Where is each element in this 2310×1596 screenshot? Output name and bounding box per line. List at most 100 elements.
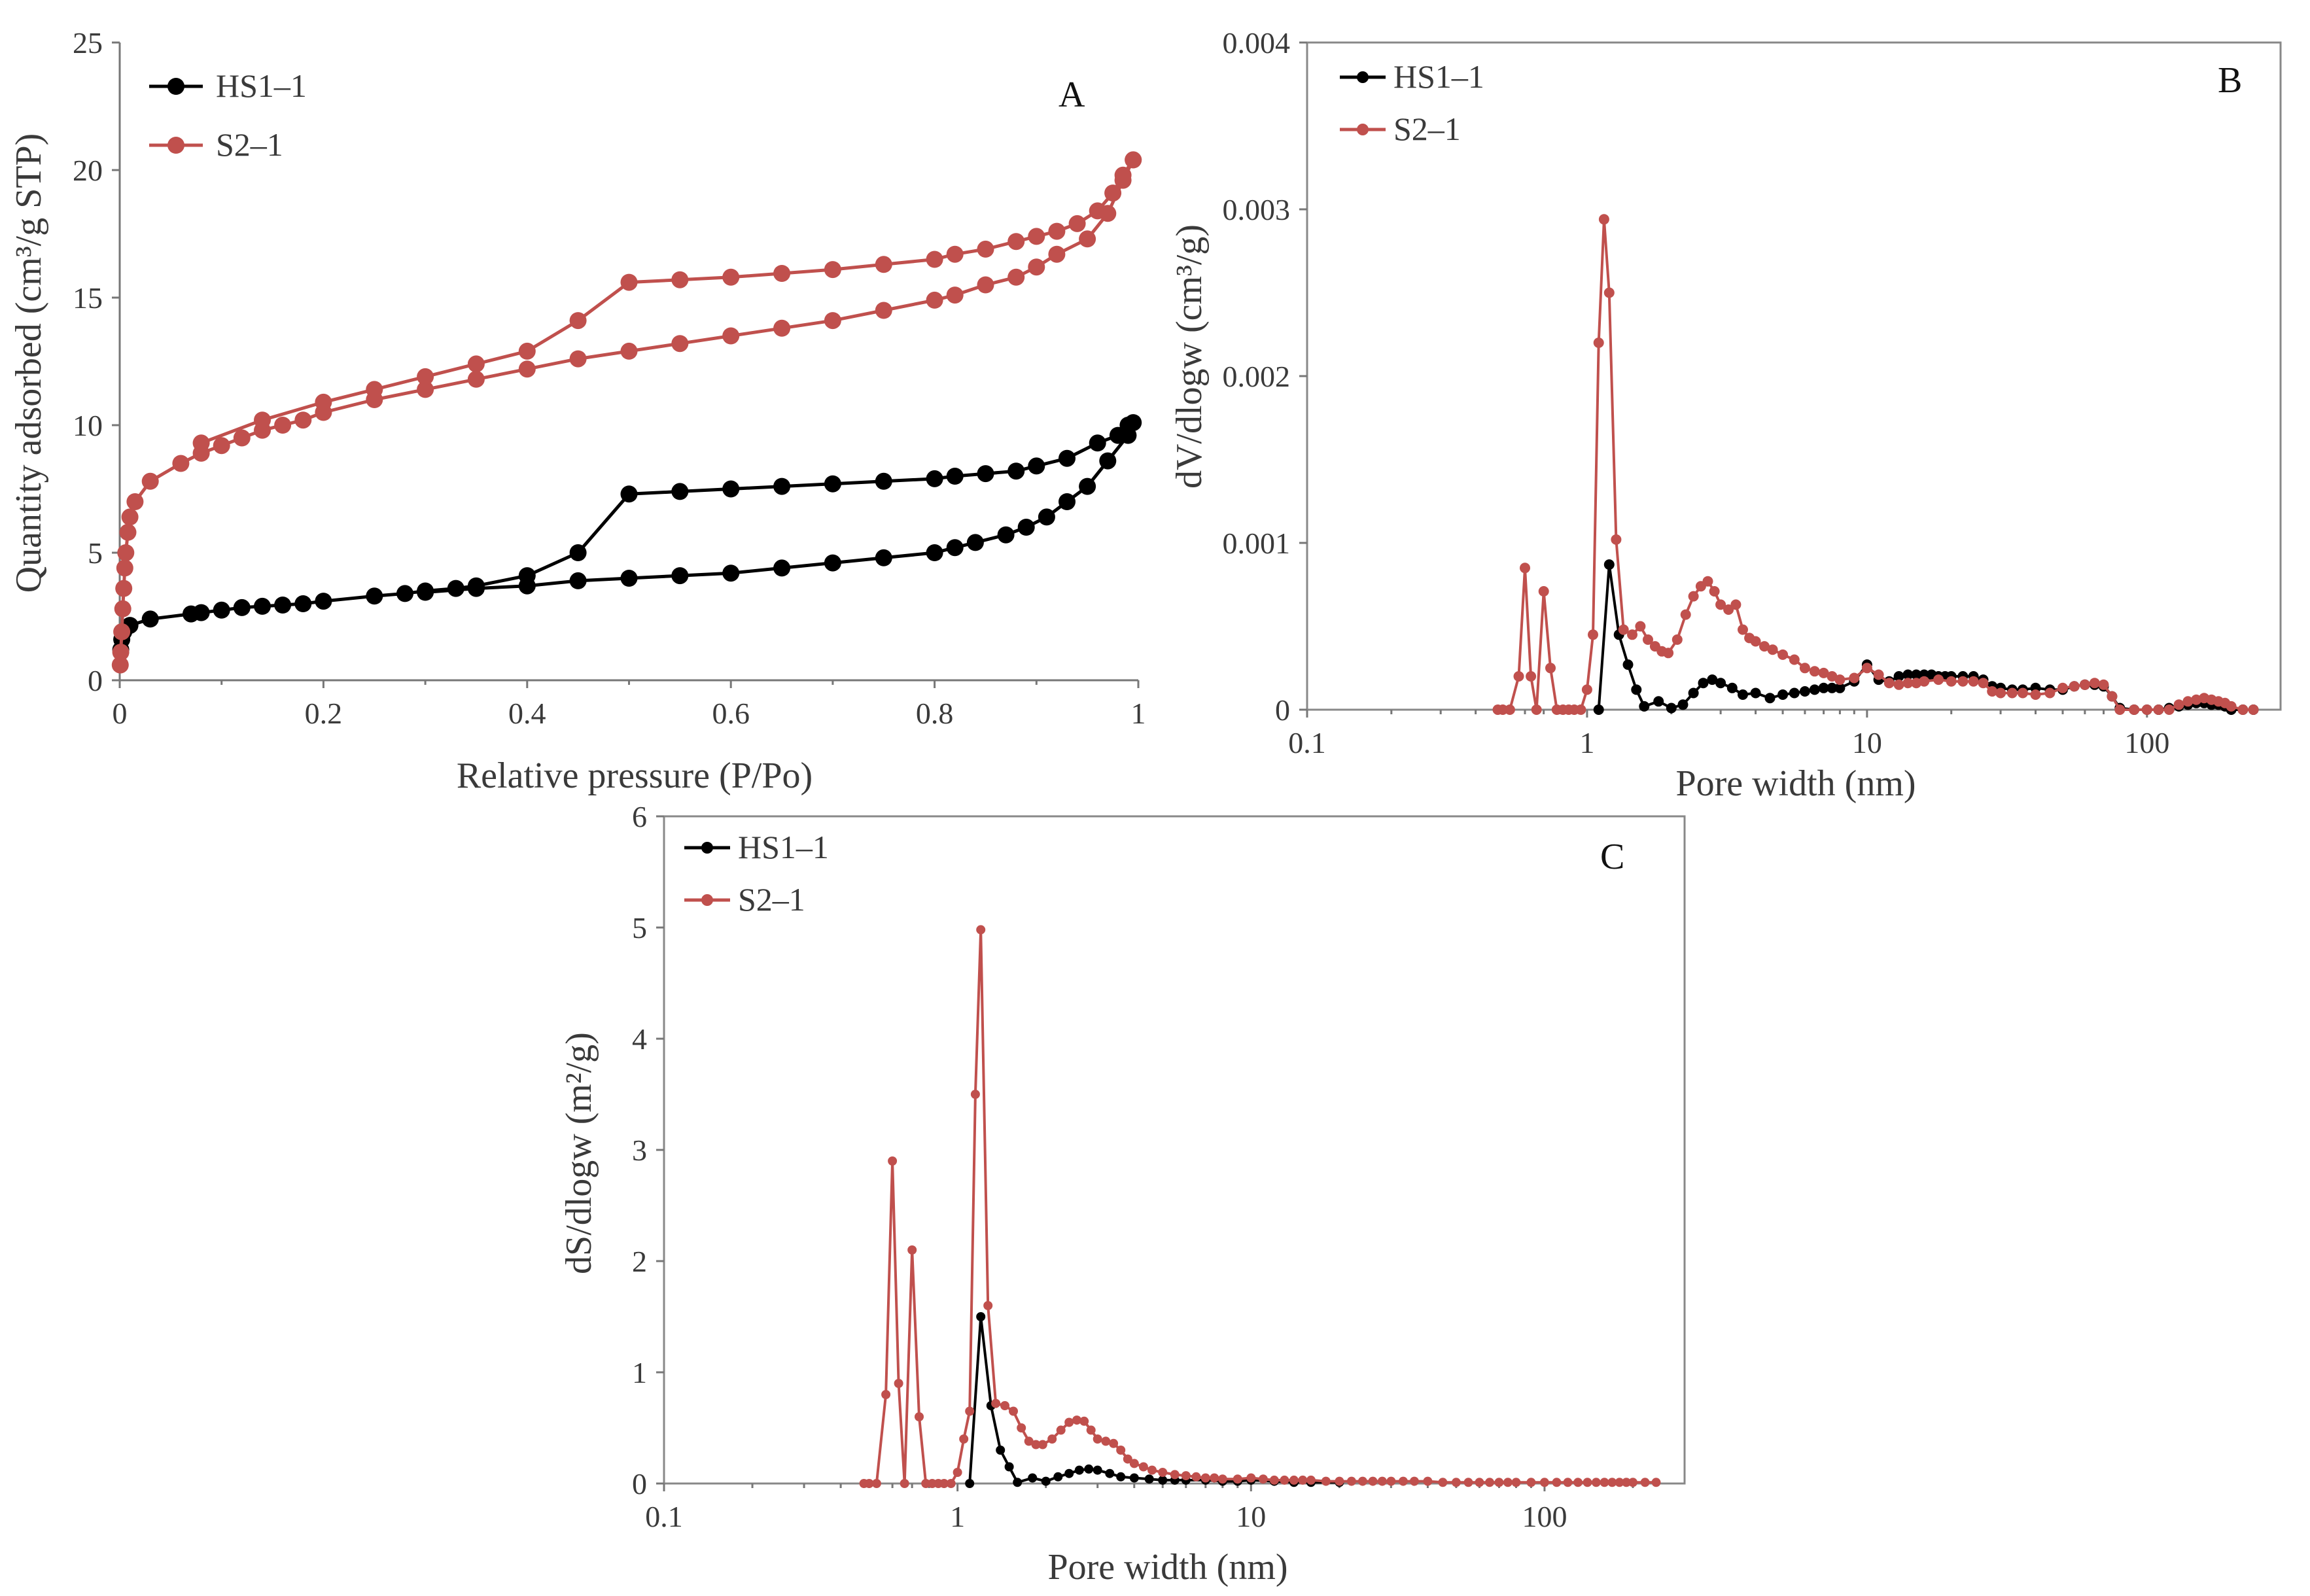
panel-c-data-point-hs1-1 [1074, 1465, 1084, 1475]
legend-marker-hs1-1 [1357, 71, 1369, 83]
panel-b-data-point-s2-1 [1849, 672, 1860, 684]
panel-b-data-point-s2-1 [1575, 704, 1586, 715]
panel-c-data-point-s2-1 [1289, 1475, 1299, 1485]
panel-a-data-point-s2-1 [773, 265, 791, 282]
panel-b-data-point-s2-1 [2107, 691, 2118, 702]
panel-b-data-point-hs1-1 [1738, 689, 1748, 700]
panel-a-data-point-hs1-1 [1119, 426, 1137, 444]
panel-a-data-point-hs1-1 [294, 595, 312, 612]
panel-a-data-point-hs1-1 [1007, 462, 1025, 480]
panel-b-data-point-s2-1 [1671, 634, 1683, 645]
panel-b-data-point-s2-1 [2237, 704, 2249, 715]
panel-a-data-point-hs1-1 [467, 580, 485, 597]
legend-marker-hs1-1 [167, 78, 184, 95]
panel-b-data-point-hs1-1 [1653, 696, 1664, 707]
panel-b-data-point-hs1-1 [1631, 684, 1642, 695]
panel-b-data-point-hs1-1 [1603, 559, 1615, 570]
panel-c-data-point-s2-1 [1607, 1478, 1617, 1487]
panel-a-data-point-s2-1 [1125, 151, 1142, 169]
panel-c-data-point-s2-1 [864, 1479, 874, 1488]
legend-label-hs1-1: HS1–1 [1393, 58, 1484, 95]
panel-b-data-point-hs1-1 [1639, 701, 1650, 712]
panel-b-data-point-s2-1 [2057, 682, 2068, 693]
panel-c-data-point-s2-1 [1583, 1478, 1592, 1487]
panel-c-data-point-s2-1 [915, 1412, 924, 1421]
panel-c-data-point-s2-1 [1258, 1474, 1268, 1484]
panel-c-data-point-s2-1 [1485, 1478, 1494, 1487]
panel-c-data-point-s2-1 [1539, 1478, 1549, 1487]
panel-c-data-point-hs1-1 [1084, 1464, 1094, 1474]
panel-b-data-point-s2-1 [2191, 694, 2202, 705]
panel-a-xtick-label: 0 [113, 697, 128, 730]
panel-c-data-point-s2-1 [1475, 1478, 1484, 1487]
panel-c-data-point-s2-1 [1438, 1478, 1448, 1487]
panel-b-data-point-s2-1 [1702, 576, 1713, 587]
panel-b-ytick-label: 0.004 [1223, 26, 1291, 60]
panel-b-data-point-s2-1 [2114, 704, 2126, 715]
panel-a-data-point-hs1-1 [518, 577, 536, 595]
panel-a-xtick-label: 0.6 [712, 697, 750, 730]
panel-b-data-point-s2-1 [1730, 599, 1741, 610]
panel-c-data-point-hs1-1 [1158, 1475, 1168, 1485]
panel-c-data-point-s2-1 [1511, 1478, 1521, 1487]
panel-c-ylabel: dS/dlogw (m²/g) [559, 1032, 599, 1274]
panel-b-data-point-hs1-1 [1827, 682, 1838, 693]
panel-b-data-point-hs1-1 [1677, 699, 1689, 710]
panel-c-data-point-hs1-1 [1105, 1468, 1115, 1478]
panel-c-data-point-s2-1 [1031, 1440, 1041, 1449]
panel-c-data-point-s2-1 [900, 1479, 909, 1488]
panel-c-data-point-s2-1 [1101, 1436, 1111, 1446]
panel-a-xtick-label: 0.8 [916, 697, 954, 730]
panel-c-data-point-hs1-1 [1116, 1472, 1126, 1482]
panel-b-data-point-s2-1 [1834, 674, 1846, 685]
panel-a-data-point-s2-1 [119, 523, 137, 541]
panel-a-data-point-hs1-1 [396, 585, 413, 602]
panel-a-data-point-hs1-1 [569, 544, 587, 561]
panel-b-data-point-s2-1 [1957, 676, 1969, 687]
panel-a-data-point-hs1-1 [192, 604, 210, 621]
panel-b-data-point-s2-1 [1767, 644, 1778, 655]
panel-c-data-point-s2-1 [946, 1479, 956, 1488]
panel-b-data-point-s2-1 [1688, 591, 1699, 602]
panel-b-data-point-hs1-1 [1764, 693, 1776, 704]
panel-c-data-point-s2-1 [881, 1390, 891, 1399]
panel-b-data-point-s2-1 [1777, 649, 1789, 660]
panel-a-data-point-hs1-1 [1028, 457, 1045, 475]
panel-a-data-point-s2-1 [113, 623, 131, 640]
panel-a-data-point-s2-1 [722, 268, 740, 286]
panel-c-data-point-s2-1 [970, 1090, 980, 1099]
panel-b-data-point-s2-1 [1526, 671, 1537, 682]
legend-label-s2-1: S2–1 [1393, 111, 1461, 147]
panel-c-data-point-s2-1 [1191, 1472, 1201, 1482]
panel-c-data-point-hs1-1 [976, 1312, 986, 1321]
panel-b-data-point-s2-1 [1504, 704, 1515, 715]
panel-a-data-point-s2-1 [172, 455, 190, 472]
panel-b-data-point-s2-1 [1978, 678, 1989, 689]
panel-b-data-point-s2-1 [1809, 666, 1820, 677]
panel-a-data-point-s2-1 [112, 644, 130, 661]
panel-b-data-point-s2-1 [1893, 679, 1904, 690]
panel-b-data-point-s2-1 [2173, 699, 2184, 710]
panel-c-data-point-s2-1 [1368, 1476, 1378, 1486]
panel-a-data-point-s2-1 [126, 493, 144, 510]
panel-b-data-point-s2-1 [1799, 663, 1810, 674]
panel-a-data-point-hs1-1 [1059, 493, 1076, 510]
legend-marker-s2-1 [701, 894, 713, 906]
panel-c-data-point-hs1-1 [965, 1479, 975, 1488]
panel-a-data-point-s2-1 [467, 355, 485, 373]
panel-a-data-point-hs1-1 [620, 485, 638, 503]
panel-a-letter: A [1059, 75, 1085, 115]
panel-a-data-point-hs1-1 [671, 483, 689, 500]
legend-marker-hs1-1 [701, 842, 713, 854]
panel-c-ytick-label: 1 [632, 1356, 647, 1389]
panel-a-data-point-hs1-1 [569, 572, 587, 589]
panel-b-data-point-s2-1 [2129, 704, 2140, 715]
panel-c-data-point-s2-1 [1200, 1473, 1210, 1483]
panel-c-data-point-s2-1 [1038, 1440, 1047, 1449]
panel-c-ytick-label: 4 [632, 1022, 647, 1056]
panel-a-data-point-hs1-1 [1125, 414, 1142, 432]
panel-a-data-point-s2-1 [1079, 230, 1096, 248]
panel-c-data-point-s2-1 [1009, 1406, 1018, 1416]
panel-a-data-point-s2-1 [117, 544, 135, 561]
panel-a-data-point-s2-1 [121, 508, 139, 526]
